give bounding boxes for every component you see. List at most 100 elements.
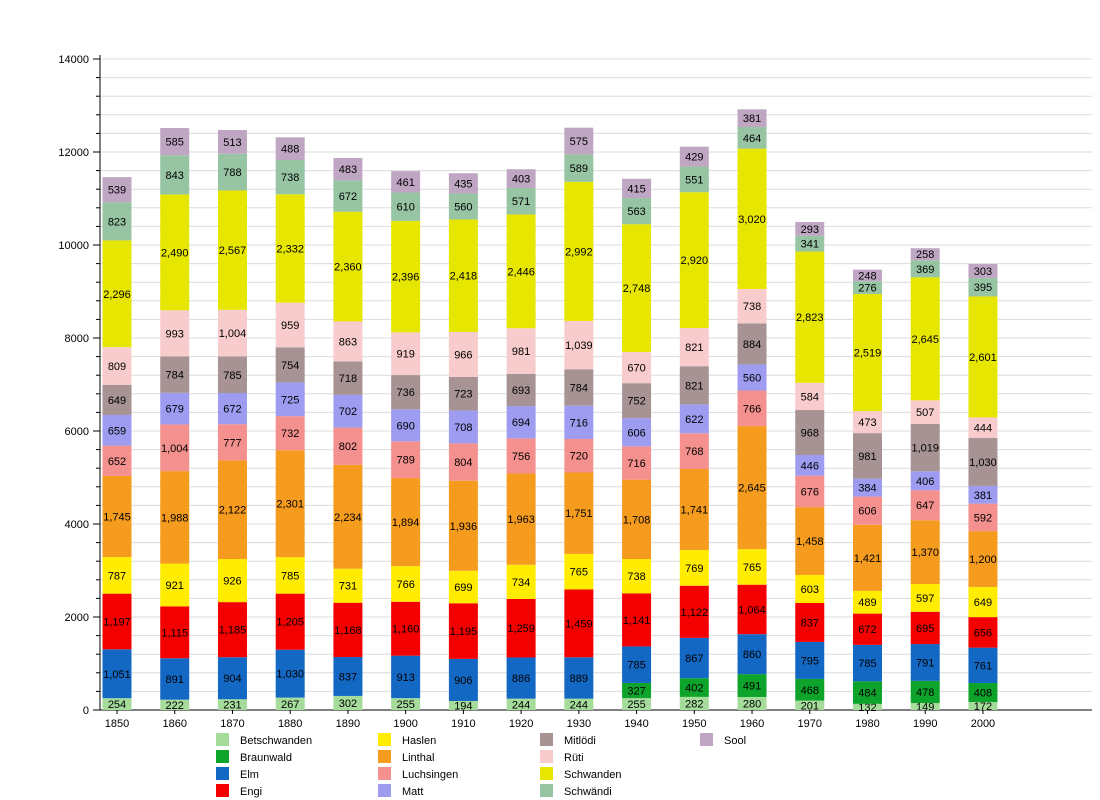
bar-segment-schwndi	[564, 154, 594, 182]
bar-segment-betschwanden	[795, 700, 825, 710]
bar-segment-sool	[679, 146, 709, 167]
bar-segment-schwndi	[391, 192, 421, 221]
bar-value-label: 1,030	[969, 457, 997, 469]
bar-segment-rti	[102, 347, 132, 385]
bar-value-label: 2,296	[103, 289, 131, 301]
bar-value-label: 652	[108, 456, 126, 468]
bar-segment-linthal	[275, 450, 305, 558]
y-axis-tick-label: 8000	[65, 333, 89, 345]
bar-value-label: 693	[512, 385, 530, 397]
bar-segment-schwanden	[102, 240, 132, 348]
bar-value-label: 254	[108, 699, 126, 711]
bar-value-label: 716	[570, 417, 588, 429]
bar-value-label: 821	[685, 342, 703, 354]
legend-swatch-schwndi	[540, 784, 553, 797]
bar-value-label: 488	[281, 144, 299, 156]
bar-segment-sool	[910, 248, 940, 261]
y-axis-tick-label: 14000	[58, 54, 89, 66]
bar-value-label: 484	[858, 688, 876, 700]
bar-value-label: 244	[570, 699, 588, 711]
bar-value-label: 784	[166, 370, 184, 382]
bar-value-label: 904	[223, 673, 241, 685]
bar-segment-schwanden	[564, 181, 594, 321]
bar-value-label: 860	[743, 649, 761, 661]
bar-segment-engi	[737, 584, 767, 635]
legend-label-elm: Elm	[240, 769, 259, 781]
bar-value-label: 589	[570, 163, 588, 175]
bar-segment-betschwanden	[622, 698, 652, 710]
bar-value-label: 461	[396, 177, 414, 189]
legend-label-luchsingen: Luchsingen	[402, 769, 458, 781]
bar-segment-betschwanden	[275, 697, 305, 710]
bar-segment-schwndi	[333, 180, 363, 212]
bar-value-label: 738	[627, 571, 645, 583]
bar-value-label: 913	[396, 672, 414, 684]
legend-swatch-braunwald	[216, 750, 229, 763]
bar-segment-betschwanden	[506, 698, 536, 710]
bar-value-label: 789	[396, 455, 414, 467]
bar-value-label: 2,446	[507, 266, 535, 278]
bar-value-label: 791	[916, 657, 934, 669]
bar-segment-betschwanden	[160, 699, 190, 710]
bar-value-label: 402	[685, 683, 703, 695]
bar-segment-mitldi	[910, 423, 940, 472]
bar-value-label: 303	[974, 266, 992, 278]
bar-value-label: 491	[743, 681, 761, 693]
x-axis-tick-label: 1850	[105, 718, 129, 730]
bar-segment-braunwald	[968, 683, 998, 703]
bar-value-label: 489	[858, 597, 876, 609]
bar-segment-betschwanden	[852, 703, 882, 710]
bar-value-label: 551	[685, 174, 703, 186]
bar-value-label: 415	[627, 183, 645, 195]
bar-value-label: 539	[108, 185, 126, 197]
legend-label-matt: Matt	[402, 786, 423, 798]
bar-value-label: 560	[743, 372, 761, 384]
bar-value-label: 327	[627, 686, 645, 698]
bar-value-label: 647	[916, 500, 934, 512]
bar-segment-elm	[622, 646, 652, 683]
bar-segment-schwndi	[160, 155, 190, 195]
bar-value-label: 720	[570, 451, 588, 463]
legend-swatch-schwanden	[540, 767, 553, 780]
bar-value-label: 1,421	[854, 553, 882, 565]
x-axis-tick-label: 1860	[162, 718, 186, 730]
bar-value-label: 1,168	[334, 625, 362, 637]
bar-segment-mitldi	[968, 438, 998, 486]
bar-value-label: 258	[916, 249, 934, 261]
bar-value-label: 784	[570, 382, 588, 394]
bar-segment-sool	[275, 137, 305, 160]
bar-value-label: 2,396	[392, 272, 420, 284]
legend-swatch-matt	[378, 784, 391, 797]
bar-value-label: 926	[223, 576, 241, 588]
bar-value-label: 736	[396, 387, 414, 399]
bar-value-label: 731	[339, 581, 357, 593]
bar-segment-mitldi	[852, 433, 882, 479]
legend-swatch-sool	[700, 733, 713, 746]
bar-segment-engi	[622, 593, 652, 647]
bar-segment-braunwald	[737, 674, 767, 697]
bar-segment-engi	[448, 603, 478, 659]
bar-value-label: 513	[223, 137, 241, 149]
bar-value-label: 1,122	[681, 607, 709, 619]
bar-segment-schwndi	[795, 235, 825, 252]
bar-value-label: 981	[512, 346, 530, 358]
bar-segment-mitldi	[160, 356, 190, 393]
bar-segment-rti	[737, 289, 767, 324]
bar-segment-luchsingen	[275, 416, 305, 451]
bar-value-label: 672	[223, 404, 241, 416]
bar-value-label: 765	[743, 562, 761, 574]
bar-segment-mitldi	[102, 384, 132, 415]
bar-segment-elm	[506, 657, 536, 699]
bar-value-label: 603	[801, 584, 819, 596]
bar-segment-sool	[160, 128, 190, 156]
bar-value-label: 785	[627, 660, 645, 672]
bar-segment-schwanden	[217, 190, 247, 310]
bar-segment-linthal	[679, 468, 709, 550]
bar-value-label: 863	[339, 336, 357, 348]
bar-segment-luchsingen	[102, 445, 132, 476]
bar-segment-schwanden	[275, 194, 305, 303]
y-axis-tick-label: 10000	[58, 240, 89, 252]
bar-segment-luchsingen	[333, 427, 363, 465]
x-axis-tick-label: 1960	[740, 718, 764, 730]
bar-segment-matt	[160, 392, 190, 425]
